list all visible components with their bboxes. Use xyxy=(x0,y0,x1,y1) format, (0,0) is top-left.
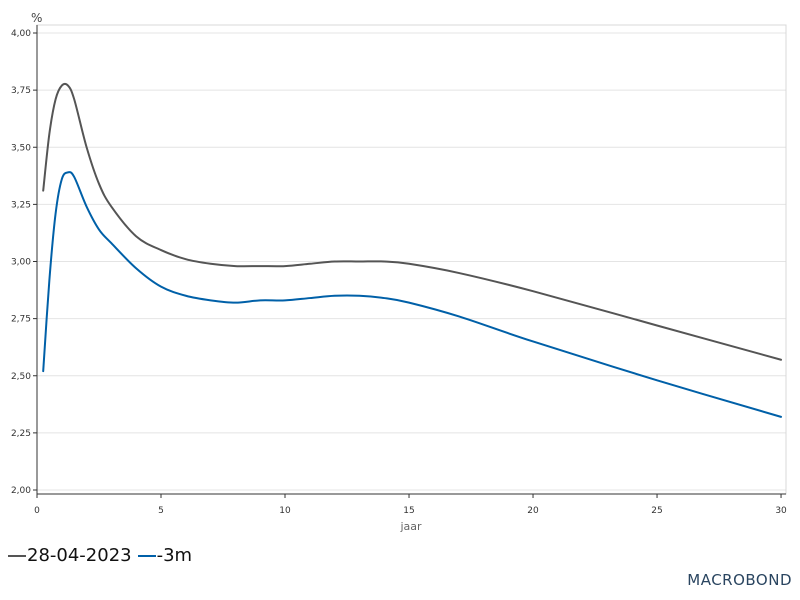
x-tick-label-1: 5 xyxy=(158,506,164,516)
y-tick-label-2: 2,50 xyxy=(11,372,31,382)
unit-label: % xyxy=(31,11,42,25)
x-axis-label: jaar xyxy=(399,520,422,533)
x-tick-label-4: 20 xyxy=(527,506,539,516)
gridlines xyxy=(37,32,786,491)
y-tick-label-1: 2,25 xyxy=(11,429,31,439)
legend-item-series-2: -3m xyxy=(137,545,193,566)
legend-swatch-series-1 xyxy=(8,554,26,557)
plot-frame xyxy=(36,24,787,495)
y-tick-label-3: 2,75 xyxy=(11,315,31,325)
y-tick-label-0: 2,00 xyxy=(11,486,31,496)
legend-label-series-2: -3m xyxy=(156,545,193,566)
legend-label-series-1: 28-04-2023 xyxy=(27,545,132,566)
series-line-2 xyxy=(42,171,783,418)
legend-item-series-1: 28-04-2023 xyxy=(8,545,132,566)
y-tick-label-6: 3,50 xyxy=(11,143,31,153)
legend-swatch-series-2 xyxy=(137,554,156,557)
axes: 2,00 2,25 2,50 2,75 3,00 3,25 3,50 3,75 4,00 0 5 10… xyxy=(11,25,787,516)
y-tick-label-5: 3,25 xyxy=(11,200,31,210)
x-tick-label-3: 15 xyxy=(403,506,414,516)
x-tick-label-5: 25 xyxy=(651,506,662,516)
y-tick-label-4: 3,00 xyxy=(11,258,31,268)
series-line-1 xyxy=(42,82,783,361)
x-tick-label-2: 10 xyxy=(279,506,291,516)
brand-logo: MACROBOND xyxy=(687,571,792,589)
x-tick-label-6: 30 xyxy=(775,506,787,516)
legend: 28-04-2023 -3m xyxy=(8,545,198,566)
series-lines xyxy=(42,82,783,418)
y-tick-label-8: 4,00 xyxy=(11,29,31,39)
x-tick-label-0: 0 xyxy=(34,506,40,516)
y-tick-label-7: 3,75 xyxy=(11,86,31,96)
